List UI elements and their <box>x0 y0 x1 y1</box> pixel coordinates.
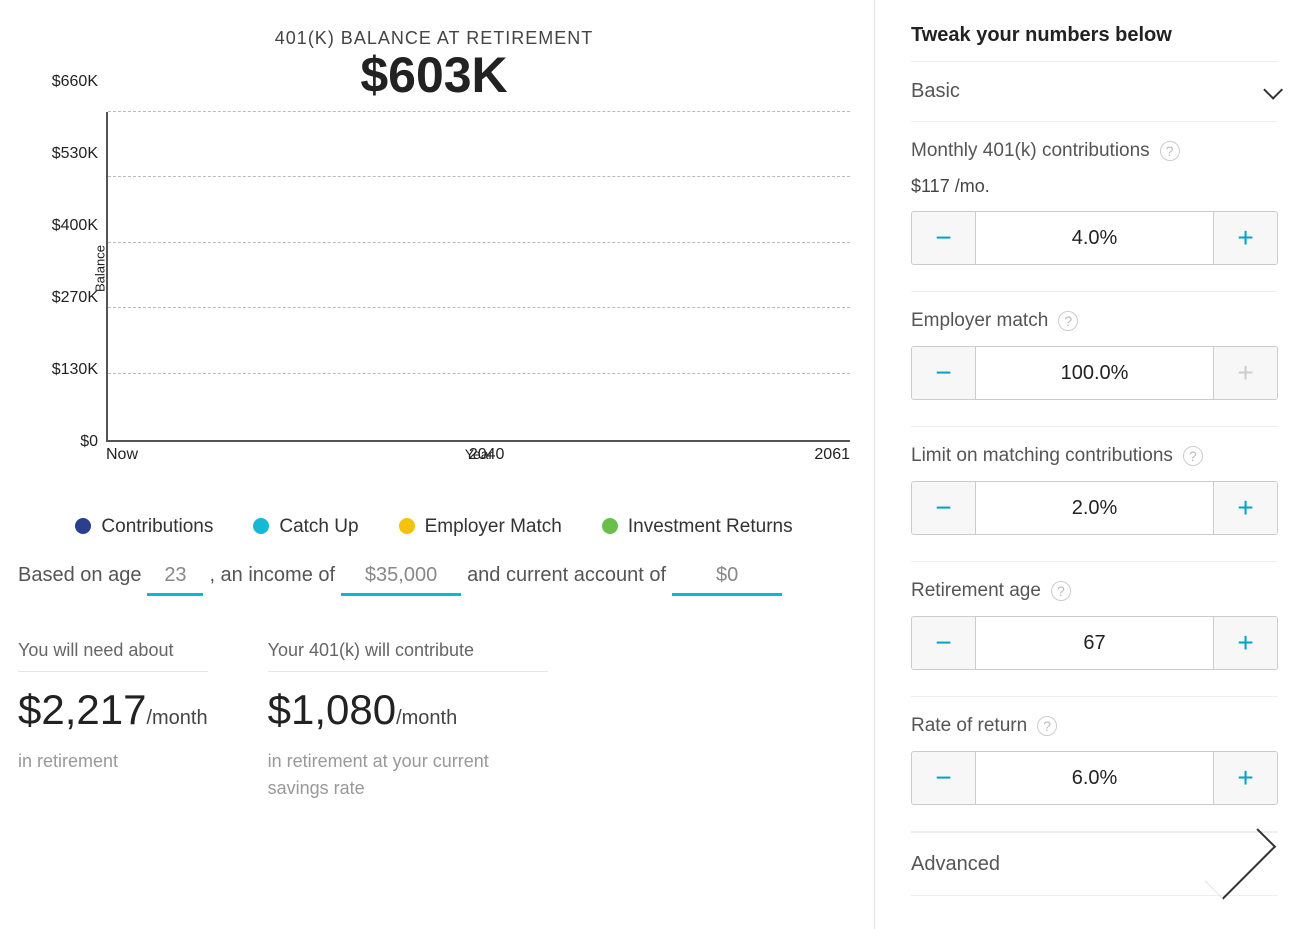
chart-title-label: 401(K) BALANCE AT RETIREMENT <box>18 28 850 49</box>
chevron-down-icon <box>1263 79 1283 99</box>
help-icon[interactable]: ? <box>1037 716 1057 736</box>
control-limit-label: Limit on matching contributions <box>911 445 1173 467</box>
rate-plus-button[interactable]: + <box>1213 752 1277 804</box>
need-value: $2,217 <box>18 686 146 733</box>
x-tick: 2040 <box>469 446 505 464</box>
employer-match-plus-button: + <box>1213 347 1277 399</box>
y-tick: $660K <box>18 73 98 91</box>
help-icon[interactable]: ? <box>1160 141 1180 161</box>
assumptions-mid1: , an income of <box>209 564 335 587</box>
rate-stepper: − 6.0% + <box>911 751 1278 805</box>
contribute-card: Your 401(k) will contribute $1,080/month… <box>268 640 548 802</box>
control-retire-age-label: Retirement age <box>911 580 1041 602</box>
legend-dot-icon <box>399 518 415 534</box>
gridline <box>108 373 850 374</box>
y-tick: $530K <box>18 145 98 163</box>
x-tick: 2061 <box>814 446 850 464</box>
section-advanced-label: Advanced <box>911 853 1000 876</box>
y-tick: $0 <box>18 433 98 451</box>
need-sub: in retirement <box>18 748 208 775</box>
need-unit: /month <box>146 707 207 729</box>
help-icon[interactable]: ? <box>1051 581 1071 601</box>
limit-stepper: − 2.0% + <box>911 481 1278 535</box>
retire-age-plus-button[interactable]: + <box>1213 617 1277 669</box>
current-account-input[interactable] <box>672 562 782 596</box>
control-employer-match: Employer match ? − 100.0% + <box>911 292 1278 427</box>
limit-minus-button[interactable]: − <box>912 482 976 534</box>
balance-chart: $0$130K$270K$400K$530K$660K Year Balance… <box>18 112 850 472</box>
income-input[interactable] <box>341 562 461 596</box>
gridline <box>108 307 850 308</box>
control-rate: Rate of return ? − 6.0% + <box>911 697 1278 832</box>
contribute-title: Your 401(k) will contribute <box>268 640 548 672</box>
legend-label: Investment Returns <box>628 516 793 537</box>
control-monthly: Monthly 401(k) contributions ? $117 /mo.… <box>911 122 1278 292</box>
legend-dot-icon <box>75 518 91 534</box>
y-tick: $400K <box>18 217 98 235</box>
assumptions-row: Based on age , an income of and current … <box>18 562 850 596</box>
control-retire-age: Retirement age ? − 67 + <box>911 562 1278 697</box>
control-monthly-label: Monthly 401(k) contributions <box>911 140 1150 162</box>
legend-label: Contributions <box>101 516 213 537</box>
gridline <box>108 176 850 177</box>
rate-value: 6.0% <box>976 752 1213 804</box>
employer-match-value: 100.0% <box>976 347 1213 399</box>
need-title: You will need about <box>18 640 208 672</box>
employer-match-minus-button[interactable]: − <box>912 347 976 399</box>
control-rate-label: Rate of return <box>911 715 1027 737</box>
legend-item-investment_returns: Investment Returns <box>602 516 793 538</box>
gridline <box>108 242 850 243</box>
retire-age-minus-button[interactable]: − <box>912 617 976 669</box>
section-advanced[interactable]: Advanced <box>911 832 1278 896</box>
panel-title: Tweak your numbers below <box>911 24 1278 62</box>
chart-legend: Contributions Catch Up Employer Match Inves… <box>18 516 850 538</box>
legend-label: Employer Match <box>425 516 562 537</box>
assumptions-mid2: and current account of <box>467 564 666 587</box>
need-card: You will need about $2,217/month in reti… <box>18 640 208 802</box>
section-basic-label: Basic <box>911 80 960 103</box>
monthly-stepper: − 4.0% + <box>911 211 1278 265</box>
y-tick: $130K <box>18 361 98 379</box>
retire-age-value: 67 <box>976 617 1213 669</box>
retire-age-stepper: − 67 + <box>911 616 1278 670</box>
limit-value: 2.0% <box>976 482 1213 534</box>
legend-item-catch_up: Catch Up <box>253 516 358 538</box>
help-icon[interactable]: ? <box>1183 446 1203 466</box>
gridline <box>108 111 850 112</box>
monthly-plus-button[interactable]: + <box>1213 212 1277 264</box>
contribute-value: $1,080 <box>268 686 396 733</box>
contribute-unit: /month <box>396 707 457 729</box>
assumptions-prefix: Based on age <box>18 564 141 587</box>
control-monthly-sub: $117 /mo. <box>911 176 1278 197</box>
control-employer-match-label: Employer match <box>911 310 1048 332</box>
limit-plus-button[interactable]: + <box>1213 482 1277 534</box>
control-limit: Limit on matching contributions ? − 2.0%… <box>911 427 1278 562</box>
legend-item-contributions: Contributions <box>75 516 213 538</box>
legend-dot-icon <box>602 518 618 534</box>
section-basic[interactable]: Basic <box>911 62 1278 122</box>
help-icon[interactable]: ? <box>1058 311 1078 331</box>
legend-dot-icon <box>253 518 269 534</box>
employer-match-stepper: − 100.0% + <box>911 346 1278 400</box>
monthly-value: 4.0% <box>976 212 1213 264</box>
legend-label: Catch Up <box>279 516 358 537</box>
legend-item-employer_match: Employer Match <box>399 516 562 538</box>
x-tick: Now <box>106 446 138 464</box>
rate-minus-button[interactable]: − <box>912 752 976 804</box>
monthly-minus-button[interactable]: − <box>912 212 976 264</box>
contribute-sub: in retirement at your current savings ra… <box>268 748 548 802</box>
chart-title-value: $603K <box>18 49 850 102</box>
y-axis-label: Balance <box>93 245 108 292</box>
age-input[interactable] <box>147 562 203 596</box>
chevron-right-icon <box>1205 828 1276 899</box>
y-tick: $270K <box>18 289 98 307</box>
